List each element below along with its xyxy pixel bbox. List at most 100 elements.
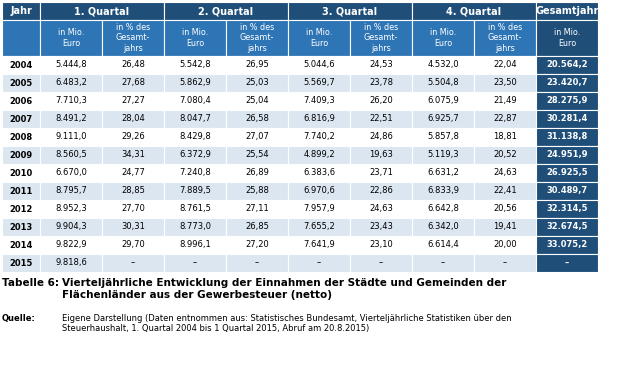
Text: 20.564,2: 20.564,2	[546, 60, 588, 70]
Text: 7.710,3: 7.710,3	[55, 97, 87, 105]
Bar	[350, 254, 412, 272]
Text: Jahr: Jahr	[10, 6, 32, 16]
Bar	[288, 110, 350, 128]
Bar	[474, 74, 536, 92]
Bar	[164, 2, 288, 20]
Bar	[412, 236, 474, 254]
Text: 5.504,8: 5.504,8	[427, 79, 459, 87]
Bar	[164, 128, 226, 146]
Bar	[288, 92, 350, 110]
Text: 25,88: 25,88	[245, 186, 269, 196]
Bar	[164, 56, 226, 74]
Text: 8.795,7: 8.795,7	[55, 186, 87, 196]
Bar	[40, 74, 102, 92]
Text: 28,04: 28,04	[121, 114, 145, 124]
Bar	[102, 254, 164, 272]
Bar	[164, 74, 226, 92]
Bar	[40, 236, 102, 254]
Text: 5.119,3: 5.119,3	[427, 151, 459, 159]
Bar	[102, 182, 164, 200]
Text: in Mio.
Euro: in Mio. Euro	[554, 28, 580, 48]
Text: 2011: 2011	[10, 186, 33, 196]
Bar	[474, 128, 536, 146]
Text: 26,85: 26,85	[245, 223, 269, 231]
Bar	[474, 218, 536, 236]
Text: 24,63: 24,63	[369, 204, 393, 214]
Text: 1. Quartal: 1. Quartal	[74, 6, 129, 16]
Bar	[40, 2, 164, 20]
Text: 7.240,8: 7.240,8	[179, 169, 211, 177]
Bar	[226, 164, 288, 182]
Text: in % des
Gesamt-
jahrs: in % des Gesamt- jahrs	[240, 23, 274, 53]
Text: 26,20: 26,20	[369, 97, 393, 105]
Bar	[40, 182, 102, 200]
Text: 9.822,9: 9.822,9	[55, 241, 87, 249]
Text: 4.899,2: 4.899,2	[303, 151, 335, 159]
Text: 20,00: 20,00	[493, 241, 517, 249]
Bar	[40, 218, 102, 236]
Text: 25,54: 25,54	[245, 151, 269, 159]
Text: 20,52: 20,52	[493, 151, 517, 159]
Bar	[474, 20, 536, 56]
Bar	[350, 236, 412, 254]
Text: 7.740,2: 7.740,2	[303, 132, 335, 142]
Text: 26,48: 26,48	[121, 60, 145, 70]
Bar	[350, 56, 412, 74]
Text: 2010: 2010	[10, 169, 33, 177]
Text: in Mio.
Euro: in Mio. Euro	[430, 28, 456, 48]
Bar	[536, 146, 598, 164]
Bar	[288, 74, 350, 92]
Text: Quelle:: Quelle:	[2, 314, 36, 323]
Text: 30.281,4: 30.281,4	[547, 114, 588, 124]
Text: 2008: 2008	[10, 132, 33, 142]
Bar	[164, 146, 226, 164]
Bar	[350, 146, 412, 164]
Text: 2005: 2005	[10, 79, 33, 87]
Text: 2006: 2006	[10, 97, 33, 105]
Text: 22,86: 22,86	[369, 186, 393, 196]
Text: 24,77: 24,77	[121, 169, 145, 177]
Text: 4.532,0: 4.532,0	[427, 60, 459, 70]
Text: 26,58: 26,58	[245, 114, 269, 124]
Bar	[536, 2, 598, 20]
Text: 7.641,9: 7.641,9	[303, 241, 335, 249]
Text: 8.429,8: 8.429,8	[179, 132, 211, 142]
Bar	[226, 200, 288, 218]
Text: 27,11: 27,11	[245, 204, 269, 214]
Text: –: –	[193, 258, 197, 268]
Text: 27,70: 27,70	[121, 204, 145, 214]
Text: 2007: 2007	[10, 114, 33, 124]
Text: 6.631,2: 6.631,2	[427, 169, 459, 177]
Text: 26.925,5: 26.925,5	[546, 169, 588, 177]
Text: 31.138,8: 31.138,8	[547, 132, 588, 142]
Text: 19,63: 19,63	[369, 151, 393, 159]
Text: 6.483,2: 6.483,2	[55, 79, 87, 87]
Bar	[164, 254, 226, 272]
Bar	[2, 164, 40, 182]
Bar	[226, 74, 288, 92]
Bar	[474, 236, 536, 254]
Text: 9.818,6: 9.818,6	[55, 258, 87, 268]
Bar	[412, 128, 474, 146]
Text: 7.655,2: 7.655,2	[303, 223, 335, 231]
Text: 5.569,7: 5.569,7	[303, 79, 335, 87]
Bar	[226, 20, 288, 56]
Text: in % des
Gesamt-
jahrs: in % des Gesamt- jahrs	[488, 23, 522, 53]
Bar	[288, 128, 350, 146]
Bar	[102, 236, 164, 254]
Bar	[536, 92, 598, 110]
Text: 5.444,8: 5.444,8	[55, 60, 87, 70]
Text: 23,78: 23,78	[369, 79, 393, 87]
Bar	[288, 20, 350, 56]
Bar	[2, 236, 40, 254]
Text: 34,31: 34,31	[121, 151, 145, 159]
Bar	[536, 254, 598, 272]
Text: –: –	[317, 258, 321, 268]
Bar	[102, 200, 164, 218]
Text: 24,86: 24,86	[369, 132, 393, 142]
Bar	[474, 92, 536, 110]
Bar	[474, 56, 536, 74]
Text: 22,04: 22,04	[493, 60, 517, 70]
Text: –: –	[565, 258, 569, 268]
Text: 22,51: 22,51	[369, 114, 393, 124]
